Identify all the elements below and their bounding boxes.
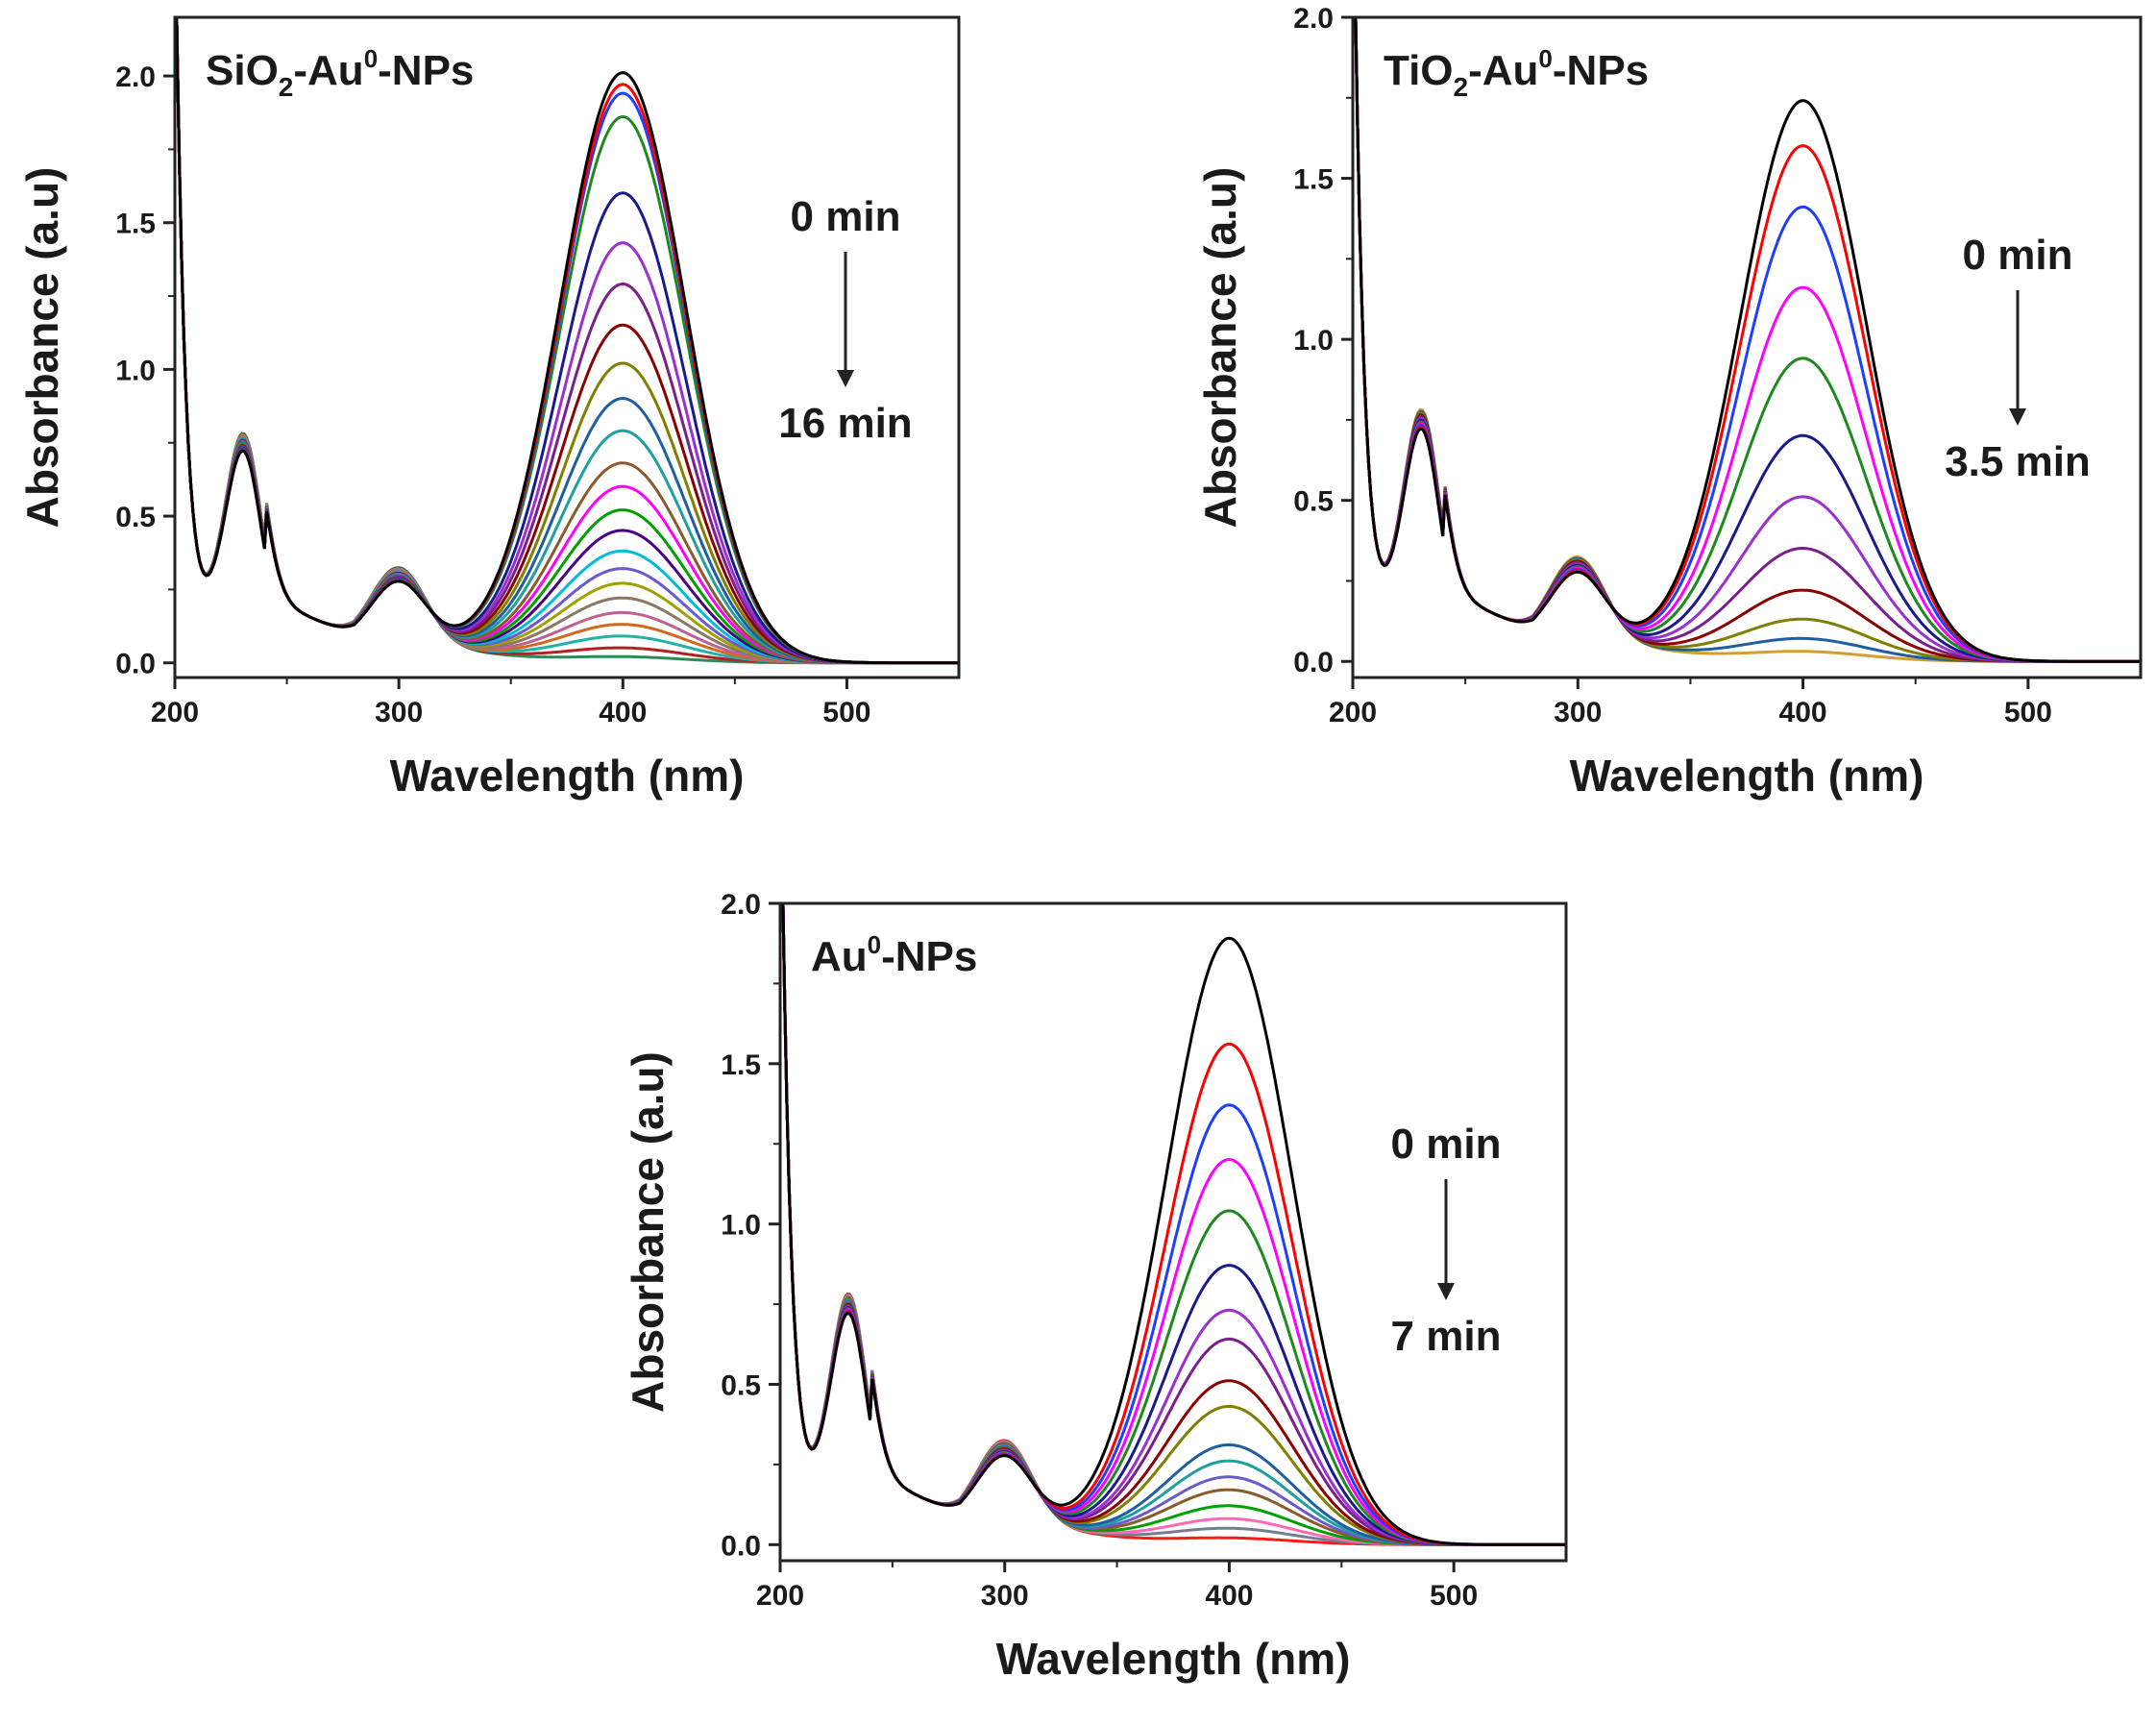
- time-start-label: 0 min: [1391, 1121, 1502, 1168]
- series-line-3.5-min: [1354, 17, 2141, 663]
- title-part: -Au: [293, 47, 363, 94]
- panel-title: TiO2-Au0-NPs: [1384, 44, 1649, 102]
- series-line-0-min: [1354, 17, 2141, 663]
- y-tick-label: 0.0: [1293, 647, 1334, 678]
- x-axis-label: Wavelength (nm): [1570, 751, 1924, 801]
- title-superscript: 0: [1538, 44, 1552, 73]
- x-tick-label: 200: [1329, 697, 1377, 728]
- y-tick-label: 0.0: [115, 649, 156, 680]
- series-line-t8: [1354, 17, 2141, 663]
- y-tick-label: 2.0: [115, 62, 156, 93]
- x-tick-label: 400: [1779, 697, 1827, 728]
- series-group: [1354, 17, 2141, 663]
- time-start-label: 0 min: [1963, 232, 2073, 279]
- time-end-label: 16 min: [778, 400, 912, 447]
- x-tick-label: 300: [981, 1580, 1029, 1612]
- time-arrow-head: [837, 370, 854, 387]
- y-axis-label: Absorbance (a.u): [1195, 167, 1245, 529]
- series-line-0-min: [781, 903, 1566, 1546]
- x-tick-label: 500: [2004, 697, 2052, 728]
- series-line-t5: [1354, 17, 2141, 663]
- title-part: SiO: [206, 47, 279, 94]
- title-part: Au: [811, 933, 868, 980]
- x-axis-label: Wavelength (nm): [390, 751, 745, 801]
- panel-sio2: 200 300 400 500 0.0 0.5 1.0 1.5 2.0 Wavelength (n…: [17, 15, 961, 801]
- y-tick-label: 0.5: [115, 502, 156, 533]
- x-tick-label: 200: [756, 1580, 804, 1612]
- panel-title: Au0-NPs: [811, 930, 977, 980]
- series-line-t11: [1354, 17, 2141, 663]
- panel-au: 200 300 400 500 0.0 0.5 1.0 1.5 2.0 Wavelength (n…: [623, 889, 1568, 1684]
- y-tick-label: 2.0: [721, 889, 761, 921]
- time-start-label: 0 min: [791, 193, 901, 240]
- series-line-t6: [1354, 17, 2141, 663]
- title-part: TiO: [1384, 47, 1454, 94]
- time-arrow-head: [1437, 1283, 1455, 1300]
- plot-frame: [1351, 15, 2143, 679]
- panel-tio2: 200 300 400 500 0.0 0.5 1.0 1.5 2.0 Wavelength (n…: [1195, 3, 2143, 801]
- x-tick-label: 500: [1430, 1580, 1478, 1612]
- x-tick-label: 400: [1205, 1580, 1253, 1612]
- plot-frame: [778, 901, 1568, 1563]
- series-line-t4: [1354, 17, 2141, 663]
- time-arrow-head: [2009, 408, 2026, 426]
- title-subscript: 2: [279, 72, 294, 102]
- title-superscript: 0: [364, 44, 378, 73]
- y-tick-label: 2.0: [1293, 3, 1334, 35]
- x-tick-label: 300: [375, 697, 423, 728]
- y-axis-label: Absorbance (a.u): [17, 167, 67, 529]
- title-part: -NPs: [881, 933, 977, 980]
- x-axis-label: Wavelength (nm): [996, 1634, 1351, 1684]
- series-line-t7: [1354, 17, 2141, 663]
- x-tick-label: 300: [1554, 697, 1602, 728]
- y-tick-label: 0.5: [721, 1369, 761, 1401]
- title-part: -Au: [1468, 47, 1538, 94]
- y-tick-label: 0.5: [1293, 486, 1334, 518]
- series-group: [175, 17, 959, 665]
- y-tick-label: 1.0: [115, 355, 156, 386]
- series-line-0-min: [175, 17, 959, 665]
- series-line-t2: [1354, 17, 2141, 663]
- series-line-t3: [1354, 17, 2141, 663]
- y-tick-label: 0.0: [721, 1530, 761, 1562]
- y-tick-label: 1.5: [721, 1049, 761, 1081]
- y-tick-label: 1.0: [721, 1210, 761, 1242]
- y-tick-label: 1.5: [1293, 164, 1334, 196]
- series-group: [781, 903, 1566, 1546]
- x-tick-label: 400: [599, 697, 647, 728]
- title-superscript: 0: [868, 930, 881, 959]
- title-part: -NPs: [1553, 47, 1649, 94]
- y-axis-label: Absorbance (a.u): [623, 1051, 673, 1413]
- x-tick-label: 500: [822, 697, 870, 728]
- x-tick-label: 200: [151, 697, 199, 728]
- plot-frame: [173, 15, 961, 679]
- title-subscript: 2: [1454, 72, 1469, 102]
- time-end-label: 3.5 min: [1945, 438, 2091, 485]
- y-tick-label: 1.0: [1293, 325, 1334, 357]
- y-tick-label: 1.5: [115, 209, 156, 240]
- series-line-t9: [1354, 17, 2141, 663]
- panel-title: SiO2-Au0-NPs: [206, 44, 474, 102]
- title-part: -NPs: [378, 47, 474, 94]
- time-end-label: 7 min: [1391, 1313, 1502, 1360]
- series-line-t10: [1354, 17, 2141, 663]
